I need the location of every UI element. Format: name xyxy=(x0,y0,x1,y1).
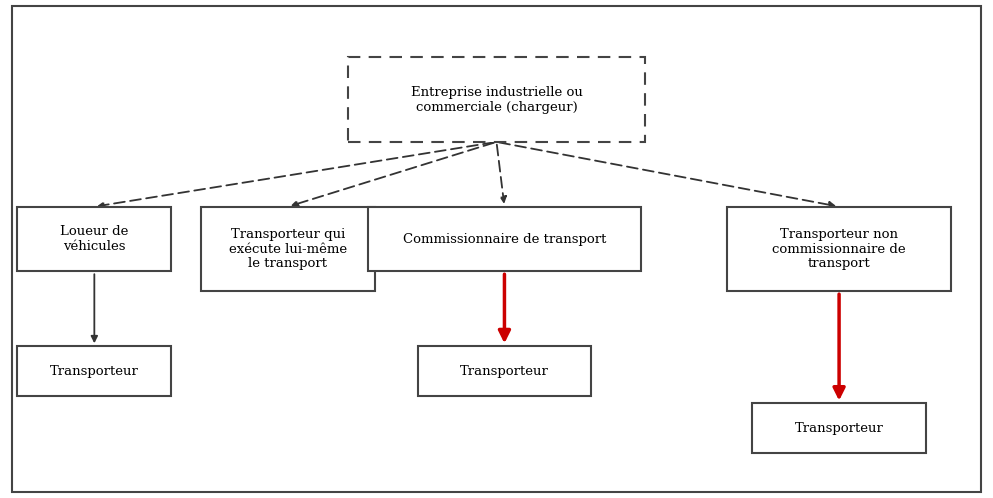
Bar xyxy=(18,346,171,396)
Bar xyxy=(201,207,374,291)
Bar xyxy=(753,403,925,453)
Text: Loueur de
véhicules: Loueur de véhicules xyxy=(61,225,128,253)
Text: Transporteur: Transporteur xyxy=(50,365,139,377)
Text: Commissionnaire de transport: Commissionnaire de transport xyxy=(403,233,606,246)
Text: Transporteur: Transporteur xyxy=(794,422,884,435)
Text: Entreprise industrielle ou
commerciale (chargeur): Entreprise industrielle ou commerciale (… xyxy=(410,86,583,114)
Text: Transporteur: Transporteur xyxy=(460,365,549,377)
Text: Transporteur qui
exécute lui-même
le transport: Transporteur qui exécute lui-même le tra… xyxy=(229,228,347,270)
Bar xyxy=(367,207,641,271)
Bar xyxy=(417,346,591,396)
Text: Transporteur non
commissionnaire de
transport: Transporteur non commissionnaire de tran… xyxy=(773,228,906,270)
Bar xyxy=(348,57,645,142)
Bar xyxy=(727,207,950,291)
Bar xyxy=(18,207,171,271)
